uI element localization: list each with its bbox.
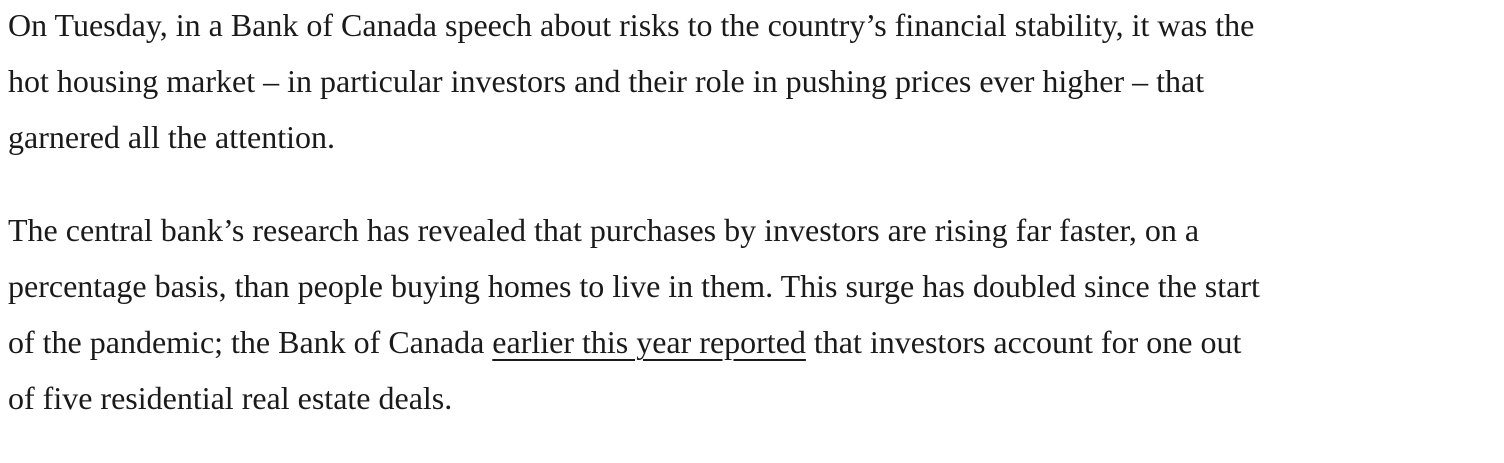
text-line: of five residential real estate deals. [8,380,453,416]
text-line: hot housing market – in particular inves… [8,63,1205,99]
text-line: of the pandemic; the Bank of Canada earl… [8,314,1502,370]
text-line: On Tuesday, in a Bank of Canada speech a… [8,7,1255,43]
link[interactable]: earlier this year reported [492,324,806,360]
text-line: The central bank’s research has revealed… [8,212,1200,248]
text-line: garnered all the attention. [8,119,335,155]
article: On Tuesday, in a Bank of Canada speech a… [8,0,1502,463]
text-line: percentage basis, than people buying hom… [8,268,1260,304]
page: On Tuesday, in a Bank of Canada speech a… [8,7,1260,416]
text: that investors account for one out [805,324,1242,360]
paragraph: The central bank’s research has revealed… [8,202,1502,426]
paragraph: On Tuesday, in a Bank of Canada speech a… [8,0,1502,165]
text: of the pandemic; the Bank of Canada [8,324,493,360]
